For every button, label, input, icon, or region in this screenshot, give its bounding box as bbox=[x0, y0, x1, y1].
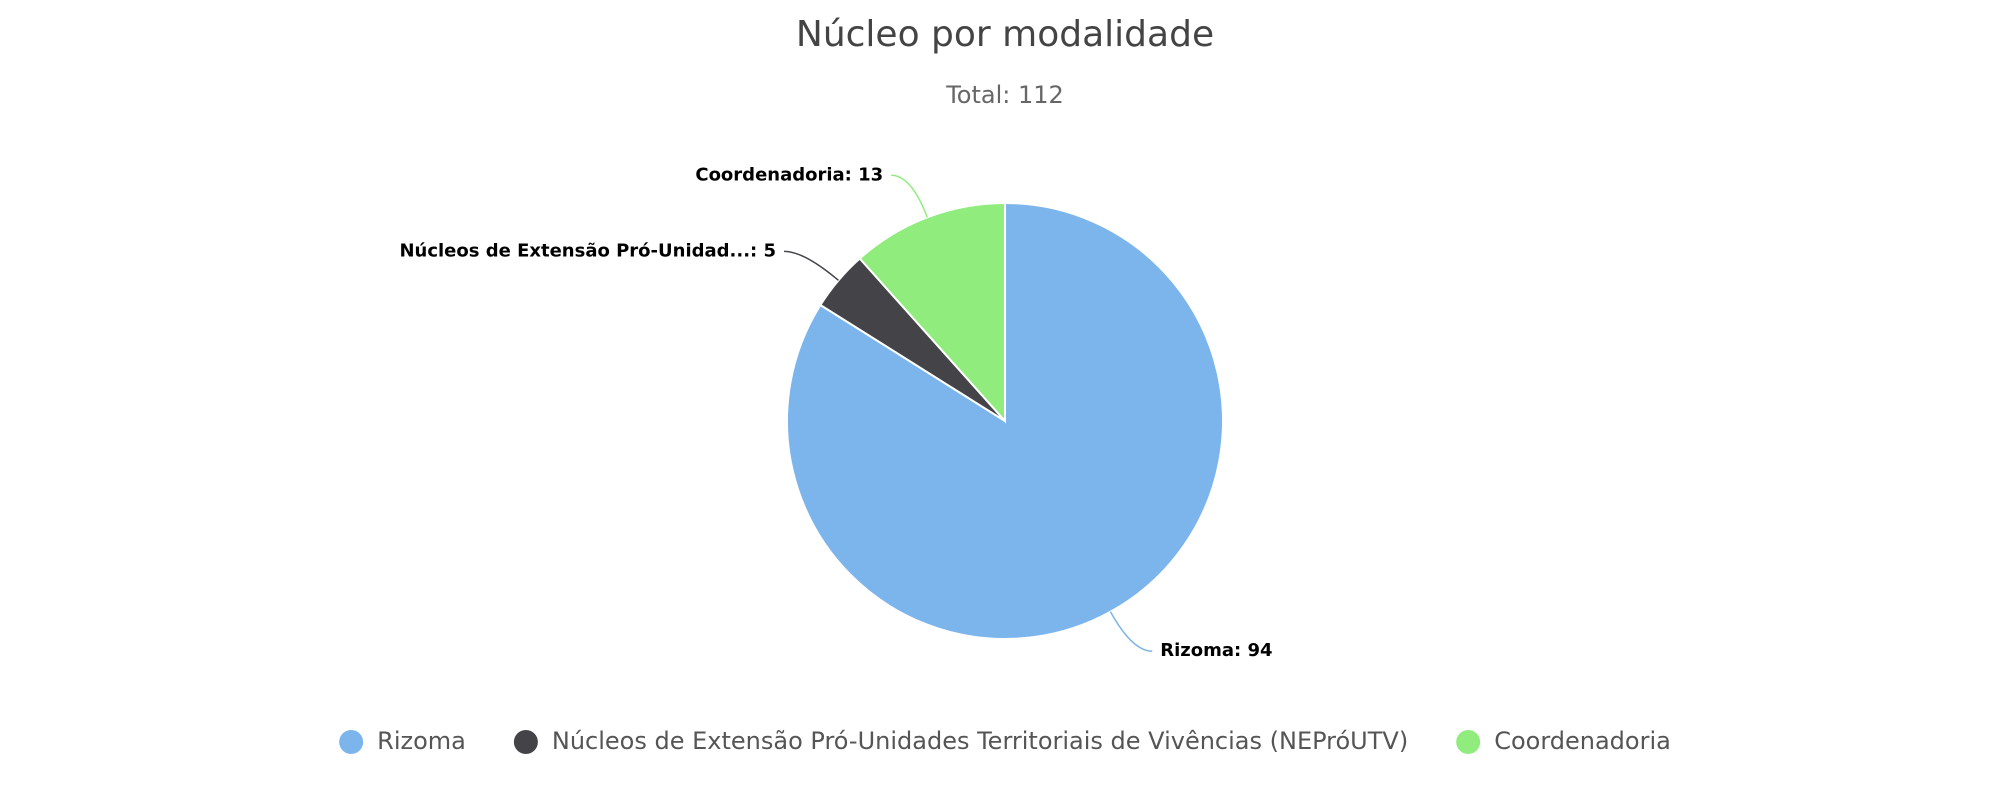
chart-title: Núcleo por modalidade bbox=[796, 14, 1214, 55]
data-label: Rizoma: 94 bbox=[1160, 640, 1272, 661]
data-label: Núcleos de Extensão Pró-Unidad...: 5 bbox=[399, 240, 776, 261]
legend-item[interactable]: Coordenadoria bbox=[1456, 727, 1671, 755]
legend-item[interactable]: Núcleos de Extensão Pró-Unidades Territo… bbox=[513, 727, 1408, 755]
label-connector bbox=[784, 250, 839, 281]
data-label: Coordenadoria: 13 bbox=[695, 164, 883, 185]
legend-label: Coordenadoria bbox=[1494, 727, 1671, 755]
pie-slice bbox=[858, 201, 1006, 424]
legend-marker bbox=[1456, 730, 1481, 754]
legend-item[interactable]: Rizoma bbox=[339, 727, 466, 755]
legend-marker bbox=[339, 730, 364, 754]
label-connector bbox=[891, 174, 928, 218]
legend: Rizoma Núcleos de Extensão Pró-Unidades T… bbox=[339, 727, 1671, 755]
legend-label: Rizoma bbox=[377, 727, 466, 755]
legend-marker bbox=[513, 730, 538, 754]
legend-label: Núcleos de Extensão Pró-Unidades Territo… bbox=[552, 727, 1408, 755]
chart-subtitle: Total: 112 bbox=[945, 81, 1064, 109]
label-connector bbox=[1109, 611, 1153, 652]
